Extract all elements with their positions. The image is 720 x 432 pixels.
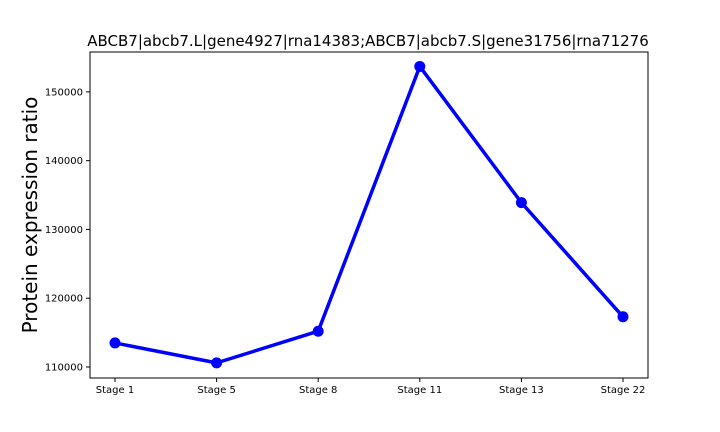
x-tick-label: Stage 13: [499, 385, 544, 396]
data-point: [617, 311, 629, 323]
x-tick-label: Stage 1: [96, 385, 134, 396]
data-point: [414, 60, 426, 72]
x-tick-label: Stage 5: [197, 385, 235, 396]
y-tick-label: 150000: [45, 87, 83, 98]
plot-frame: [89, 51, 649, 379]
y-tick-label: 110000: [45, 362, 83, 373]
y-tick-label: 120000: [45, 294, 83, 305]
x-tick-label: Stage 22: [601, 385, 646, 396]
plot-area: 110000 120000 130000 140000 150000 Stage 1 Sta…: [45, 51, 649, 396]
data-point: [109, 337, 121, 349]
x-tick-label: Stage 8: [299, 385, 337, 396]
series-line: [113, 64, 625, 365]
y-tick-label: 130000: [45, 225, 83, 236]
x-tick-label: Stage 11: [397, 385, 442, 396]
data-point: [211, 357, 223, 369]
y-axis-label: Protein expression ratio: [18, 97, 42, 334]
data-point: [515, 197, 527, 209]
chart-title: ABCB7|abcb7.L|gene4927|rna14383;ABCB7|ab…: [87, 32, 649, 50]
y-tick-label: 140000: [45, 156, 83, 167]
data-point: [312, 325, 324, 337]
